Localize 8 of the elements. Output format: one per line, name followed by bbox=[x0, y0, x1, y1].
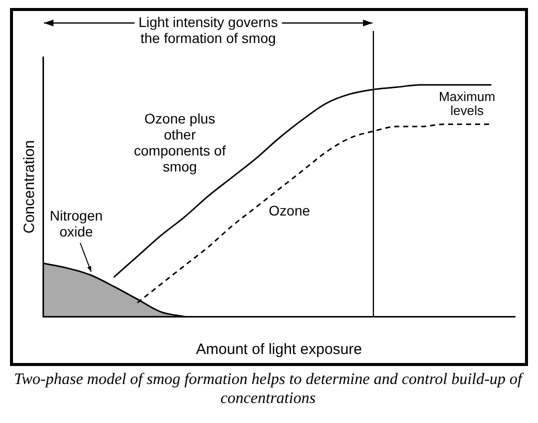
text: Two-phase model of smog formation helps to determine and control build-up of concentrations bbox=[13, 370, 525, 408]
series-label: Ozone bbox=[268, 202, 310, 219]
x-axis-title: Amount of light exposure bbox=[196, 341, 362, 358]
series-label: Nitrogen oxide bbox=[50, 208, 103, 240]
text: Light intensity governs the formation of smog bbox=[138, 14, 278, 46]
y-axis-title: Concentration bbox=[21, 140, 38, 234]
series-label: Ozone plus other components of smog bbox=[134, 110, 226, 174]
annotation: Maximum levels bbox=[438, 89, 496, 118]
